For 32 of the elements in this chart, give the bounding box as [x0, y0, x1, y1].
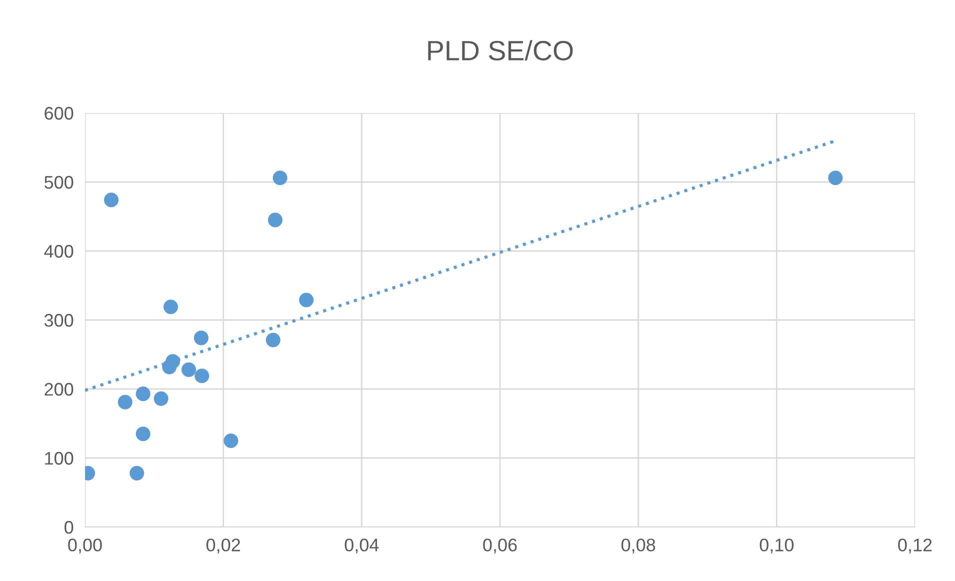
point: [194, 368, 210, 384]
point: [154, 391, 168, 406]
point: [266, 332, 280, 348]
x-tick-label: 0,10: [760, 538, 794, 554]
point: [130, 466, 144, 480]
point: [299, 292, 314, 308]
y-tick-label: 400: [44, 244, 74, 258]
chart-title: PLD SE/CO: [428, 40, 573, 60]
point: [163, 300, 178, 314]
x-tick-label: 0,12: [898, 538, 932, 554]
point: [272, 170, 288, 186]
x-tick-label: 0,02: [206, 538, 240, 554]
y-tick-label: 200: [44, 382, 74, 396]
point: [136, 426, 150, 442]
x-tick-label: 0,06: [483, 538, 517, 554]
y-tick-label: 0: [64, 520, 74, 534]
point: [828, 170, 843, 186]
point: [118, 394, 132, 410]
point: [181, 362, 196, 377]
point: [166, 354, 180, 369]
y-tick-label: 600: [44, 106, 74, 120]
y-tick-label: 300: [44, 314, 74, 327]
point: [104, 192, 119, 208]
y-tick-label: 500: [44, 176, 74, 189]
point: [194, 330, 208, 346]
y-tick-label: 100: [45, 452, 74, 465]
x-tick-label: 0,04: [344, 538, 379, 554]
x-tick-label: 0,00: [68, 538, 102, 554]
point: [224, 433, 238, 448]
x-tick-label: 0,08: [621, 538, 656, 554]
point: [268, 212, 282, 228]
point: [136, 386, 150, 402]
